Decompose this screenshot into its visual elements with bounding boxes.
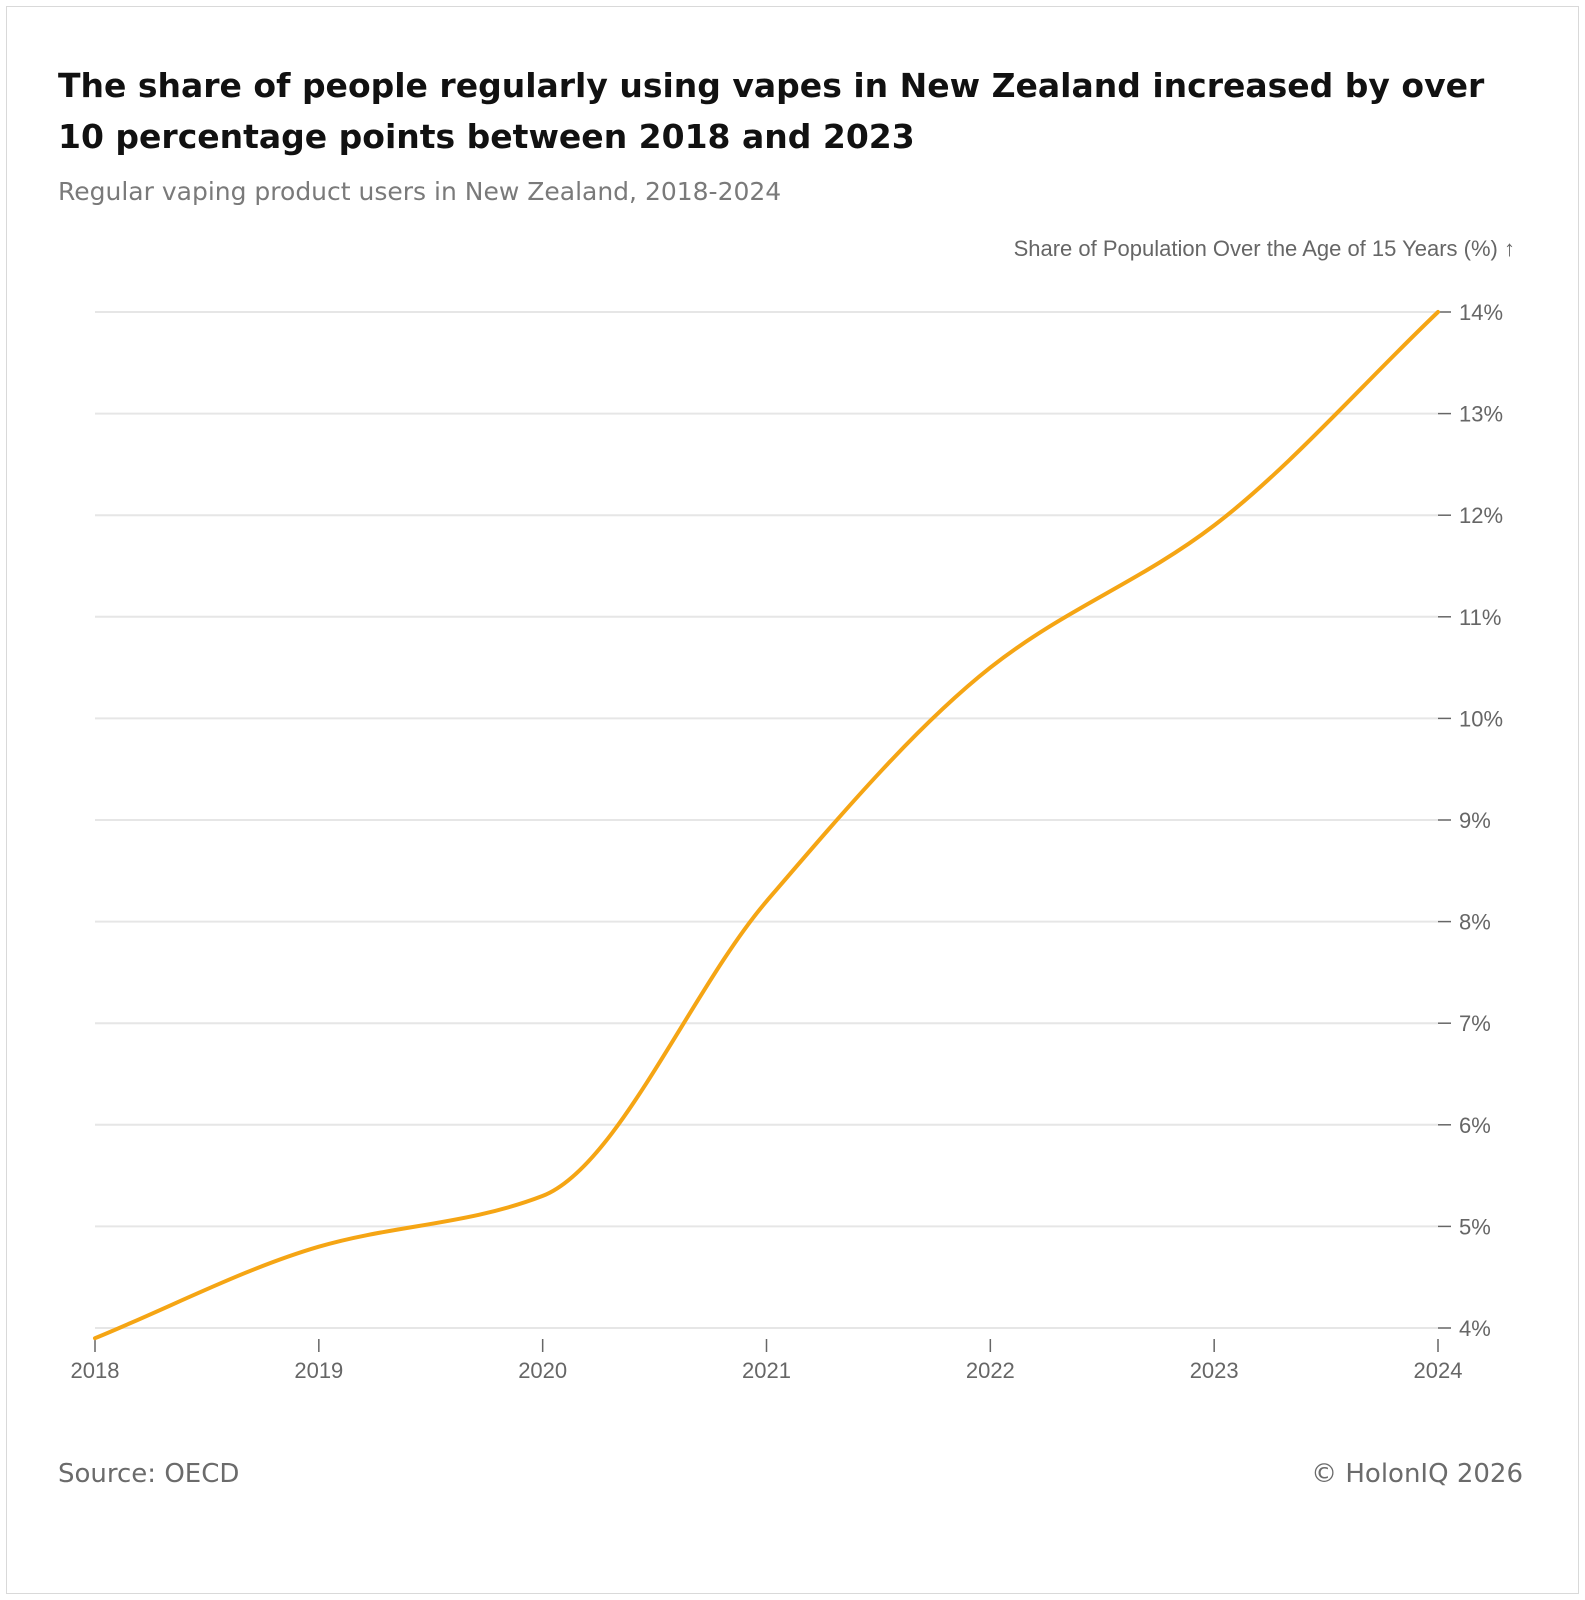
y-tick-label: 13% — [1459, 402, 1503, 427]
series-line — [93, 310, 1440, 1341]
y-tick-label: 7% — [1459, 1011, 1491, 1036]
y-tick-label: 9% — [1459, 808, 1491, 833]
y-tick-label: 8% — [1459, 910, 1491, 935]
y-axis-title: Share of Population Over the Age of 15 Y… — [1014, 236, 1515, 261]
grid-lines — [95, 311, 1438, 1329]
x-tick-label: 2022 — [966, 1358, 1015, 1383]
x-tick-label: 2020 — [518, 1358, 567, 1383]
x-tick-label: 2021 — [742, 1358, 791, 1383]
y-axis: 4% 5% 6% 7% 8% 9% 10% 11% 12% 13% 14% — [1438, 300, 1503, 1341]
y-tick-label: 14% — [1459, 300, 1503, 325]
x-tick-label: 2024 — [1414, 1358, 1463, 1383]
y-tick-label: 12% — [1459, 503, 1503, 528]
source-note: Source: OECD — [58, 1459, 240, 1489]
chart-subtitle: Regular vaping product users in New Zeal… — [58, 177, 782, 206]
x-tick-label: 2019 — [294, 1358, 343, 1383]
y-tick-label: 4% — [1459, 1316, 1491, 1341]
y-tick-label: 6% — [1459, 1113, 1491, 1138]
x-axis: 2018 2019 2020 2021 2022 2023 2024 — [71, 1339, 1463, 1383]
series-layer — [93, 310, 1440, 1341]
x-tick-label: 2023 — [1190, 1358, 1239, 1383]
y-tick-label: 11% — [1459, 605, 1501, 630]
chart-title: The share of people regularly using vape… — [58, 66, 1485, 156]
chart-card — [6, 6, 1579, 1594]
x-tick-label: 2018 — [71, 1358, 120, 1383]
y-tick-label: 10% — [1459, 706, 1503, 731]
y-tick-label: 5% — [1459, 1214, 1491, 1239]
copyright-note: © HolonIQ 2026 — [1311, 1459, 1523, 1489]
